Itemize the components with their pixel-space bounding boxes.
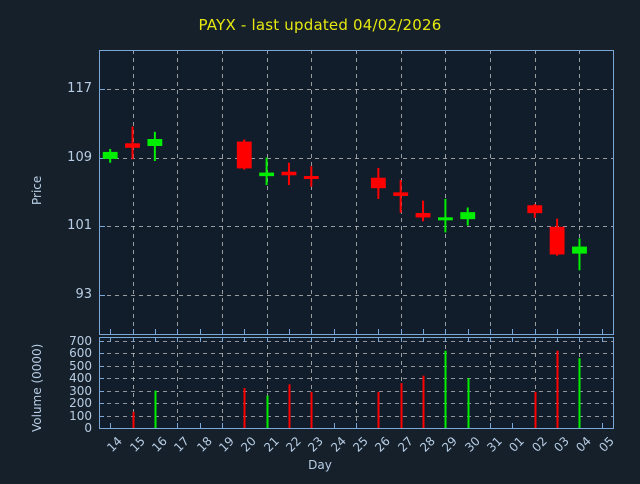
candle-body <box>259 172 275 177</box>
candle-body <box>236 141 252 169</box>
candle-body <box>393 192 409 196</box>
candle-body <box>281 171 297 176</box>
candle-body <box>549 226 565 255</box>
candle-body <box>460 212 476 220</box>
candle-body <box>370 177 386 189</box>
candle-body <box>527 205 543 214</box>
x-axis-title: Day <box>308 458 332 472</box>
price-panel-bg <box>99 50 613 334</box>
volume-tick-label: 500 <box>69 358 92 373</box>
volume-panel-border <box>99 337 614 429</box>
price-tick-label: 109 <box>67 149 92 165</box>
candle-body <box>147 139 163 147</box>
volume-tick-label: 300 <box>69 383 92 398</box>
price-panel-border <box>99 50 614 335</box>
volume-tick-label: 700 <box>69 333 92 348</box>
volume-tick-label: 600 <box>69 345 92 360</box>
volume-tick-label: 0 <box>84 420 92 435</box>
volume-tick-label: 200 <box>69 395 92 410</box>
chart-title: PAYX - last updated 04/02/2026 <box>198 16 442 34</box>
candle-body <box>125 143 140 148</box>
price-tick-label: 101 <box>67 217 92 233</box>
volume-tick-label: 400 <box>69 370 92 385</box>
candle-body <box>437 217 453 221</box>
price-tick-label: 93 <box>75 286 92 302</box>
candle-body <box>102 151 118 159</box>
candle-body <box>303 176 319 180</box>
candle-body <box>572 246 587 254</box>
volume-tick-label: 100 <box>69 408 92 423</box>
candle-body <box>415 213 431 218</box>
price-tick-label: 117 <box>67 80 92 96</box>
